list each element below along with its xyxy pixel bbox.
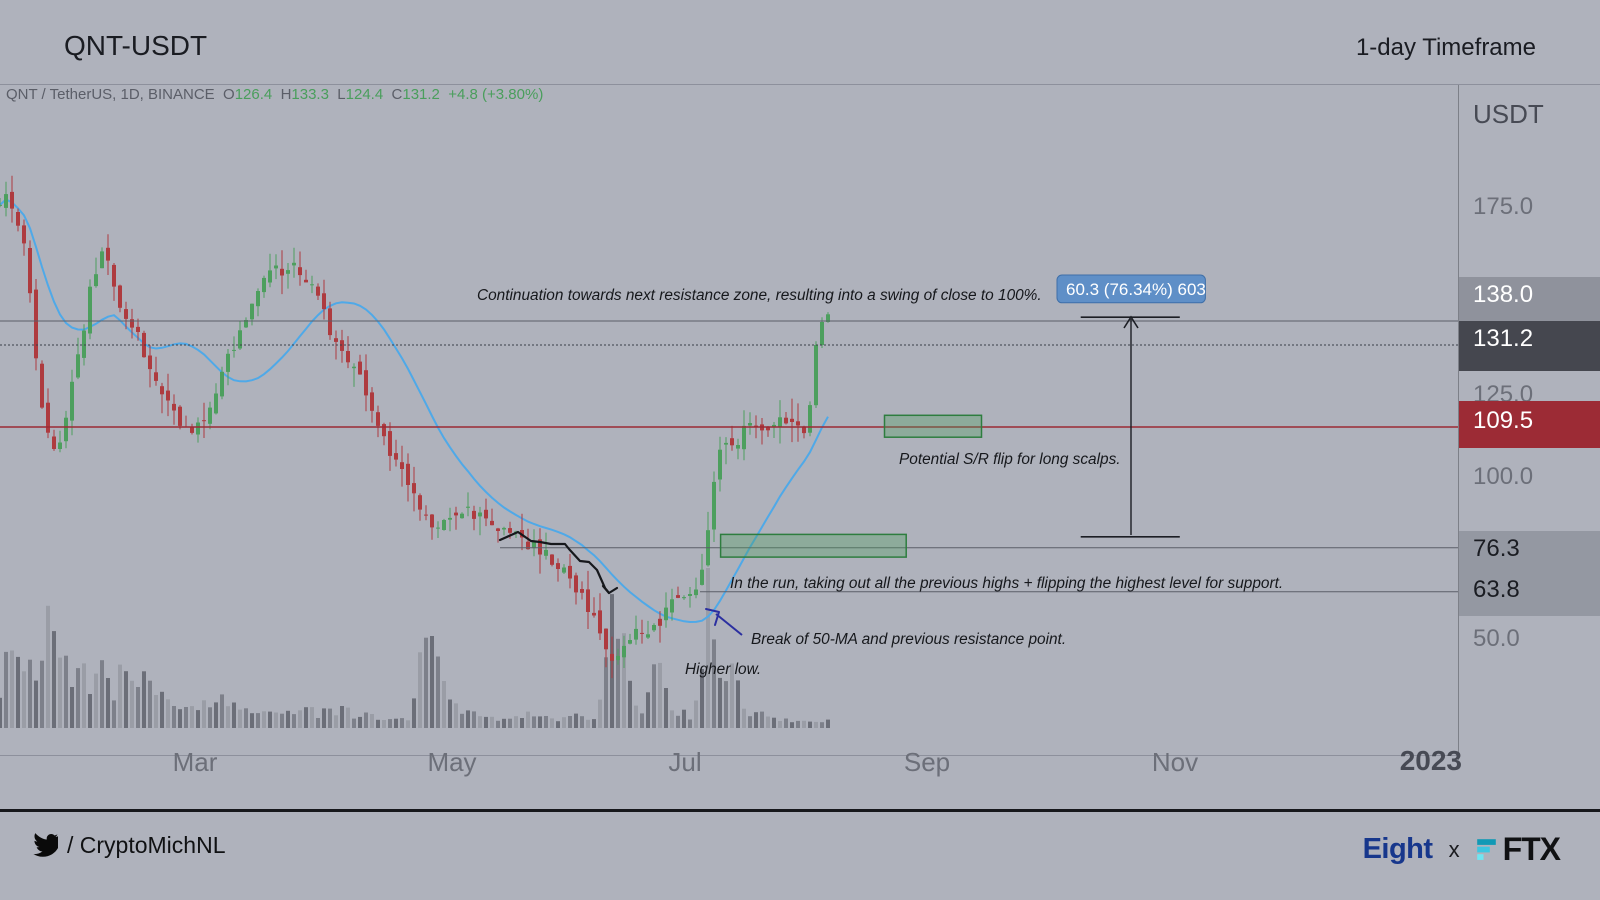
svg-text:Continuation towards next resi: Continuation towards next resistance zon… <box>477 287 1042 304</box>
svg-text:In the run, taking out all the: In the run, taking out all the previous … <box>730 575 1283 592</box>
svg-text:Potential S/R flip for long sc: Potential S/R flip for long scalps. <box>899 451 1121 468</box>
svg-text:Higher low.: Higher low. <box>685 661 761 678</box>
svg-text:60.3 (76.34%) 603: 60.3 (76.34%) 603 <box>1066 280 1206 299</box>
svg-text:Break of 50-MA and previous re: Break of 50-MA and previous resistance p… <box>751 631 1066 648</box>
